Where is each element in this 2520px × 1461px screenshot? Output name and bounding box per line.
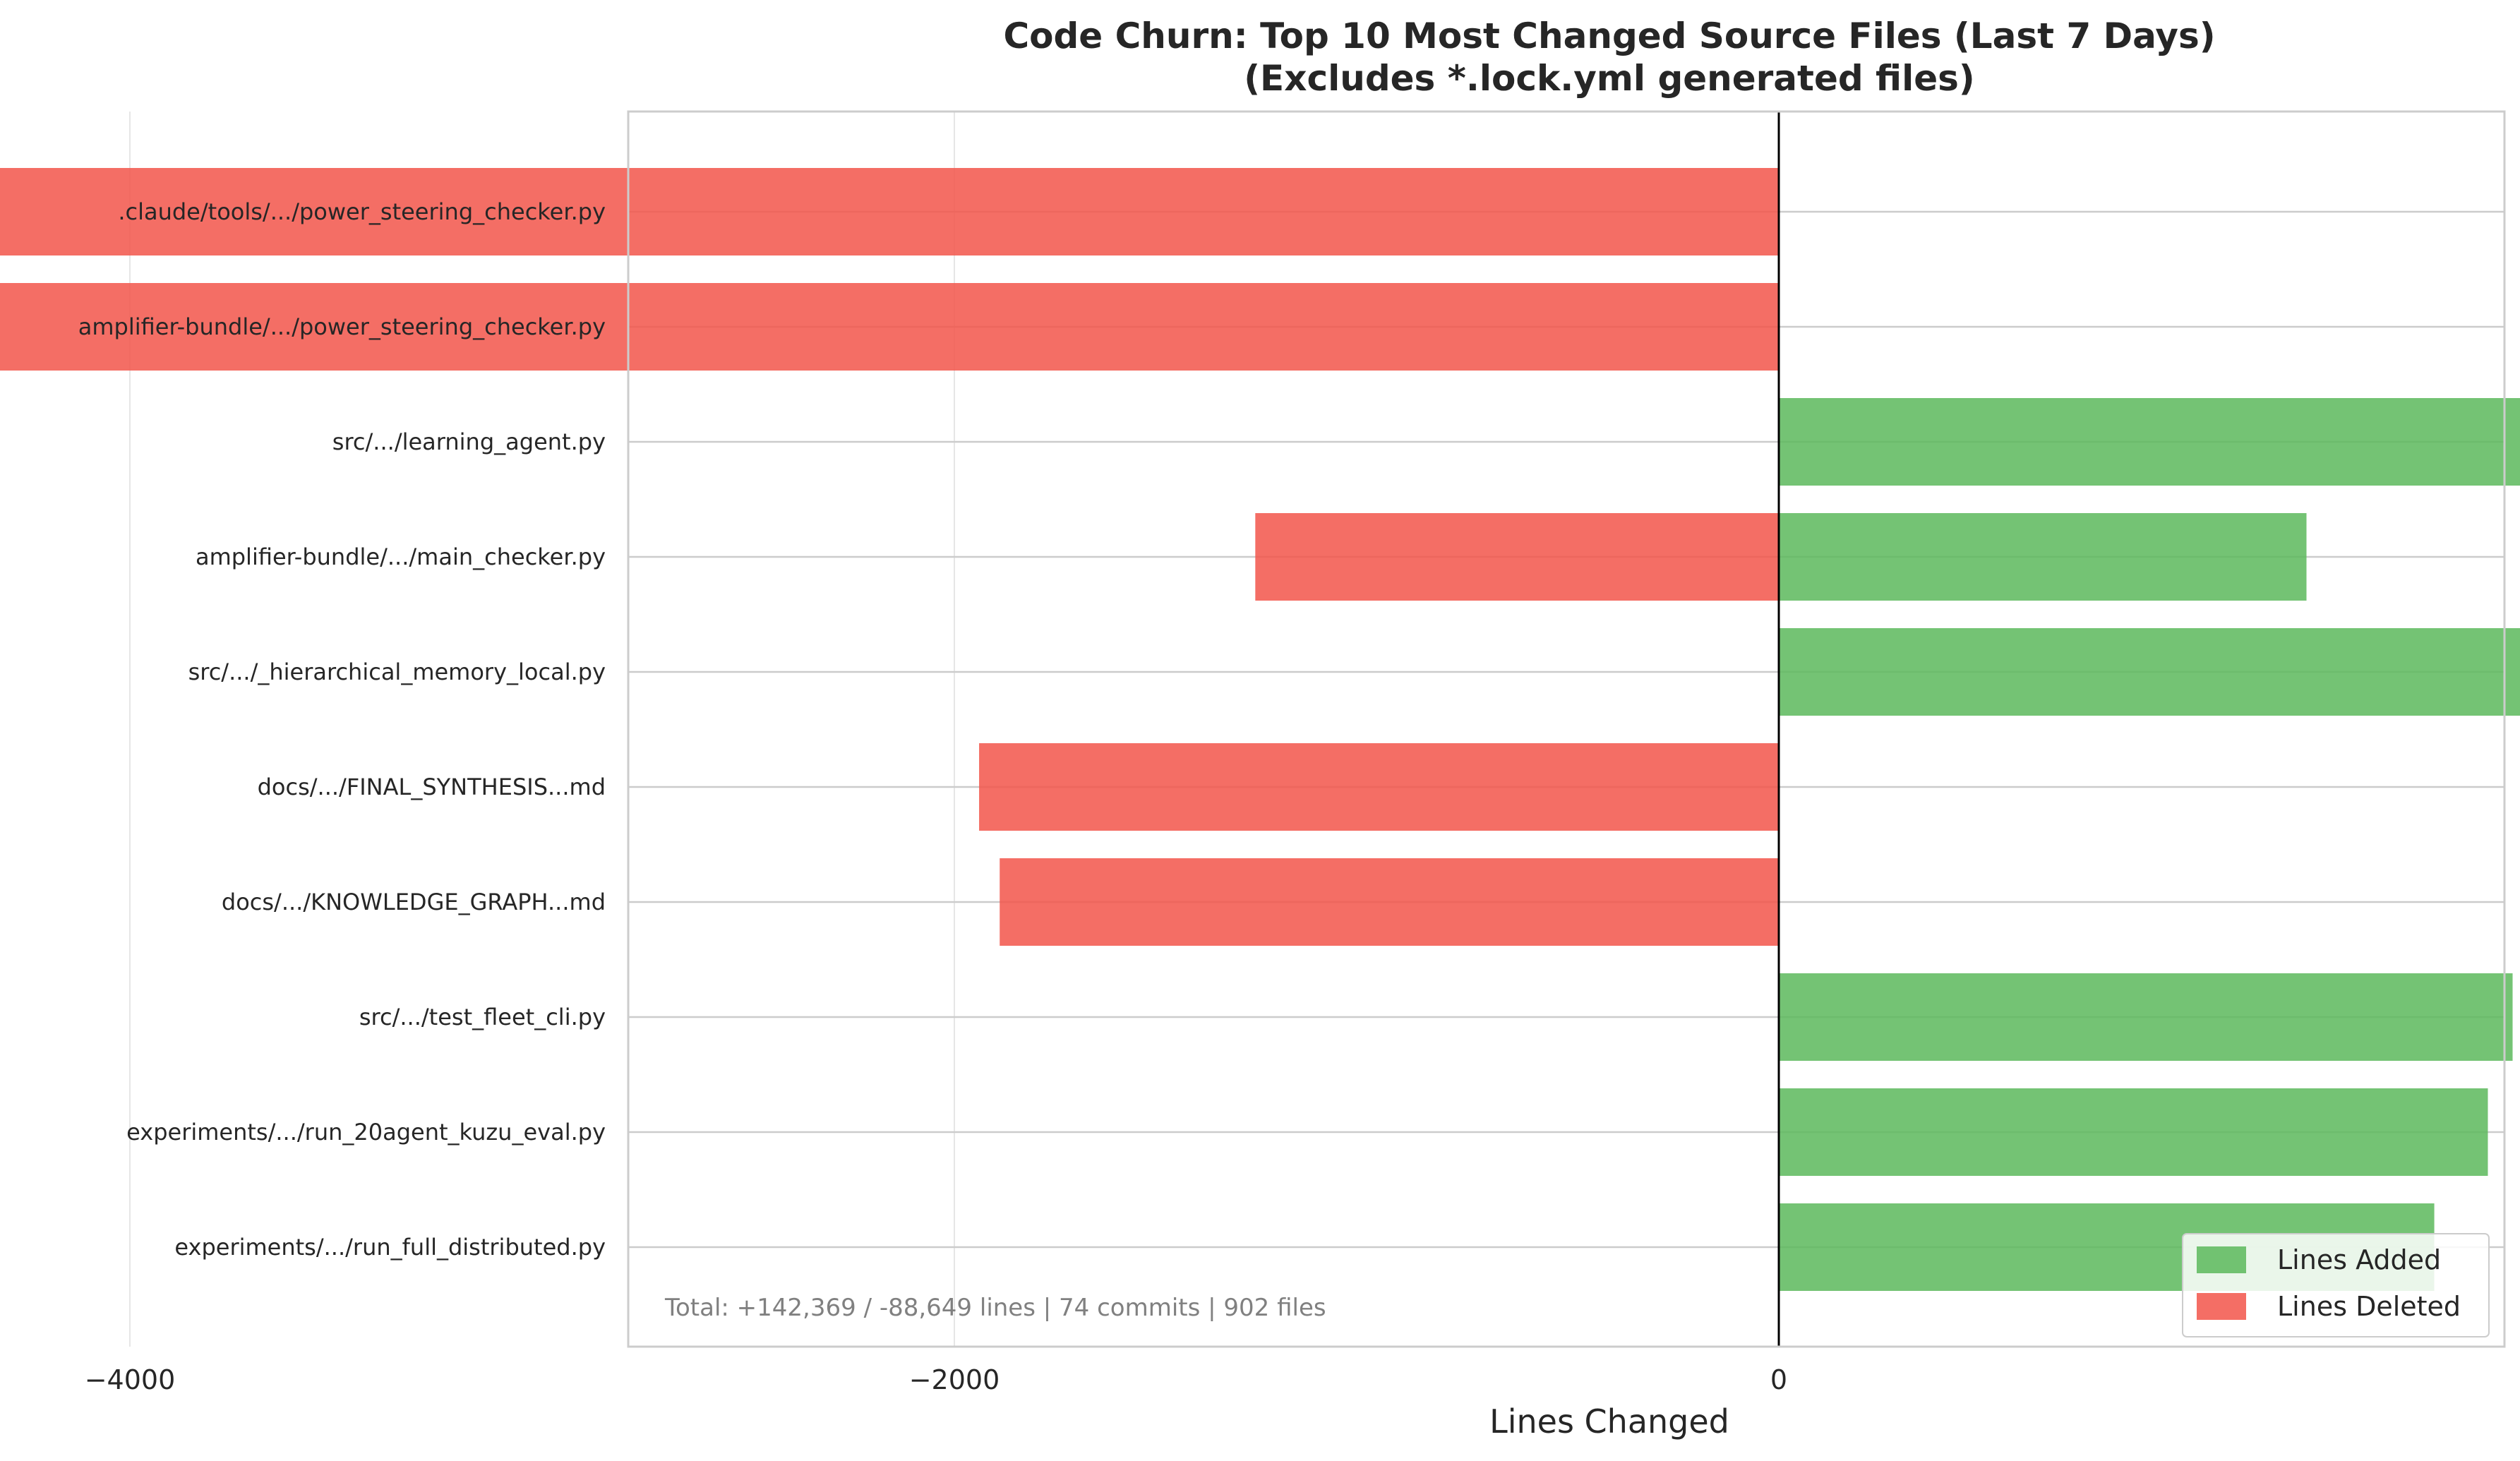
- plot-border: [627, 110, 2506, 1348]
- y-tick-label: src/.../_hierarchical_memory_local.py: [188, 659, 606, 685]
- legend-frame: [2182, 1233, 2490, 1337]
- x-tick-label: 0: [1770, 1364, 1787, 1395]
- plot-frame: [627, 110, 2506, 1348]
- bar-lines-added: [1779, 513, 2307, 601]
- bar-lines-deleted: [0, 283, 1779, 371]
- bar-lines-deleted: [1000, 858, 1779, 946]
- x-tick-label: −4000: [85, 1364, 176, 1395]
- y-tick-label: docs/.../KNOWLEDGE_GRAPH...md: [222, 889, 606, 915]
- totals-annotation: Total: +142,369 / -88,649 lines | 74 com…: [664, 1294, 1326, 1322]
- bar-lines-added: [1779, 973, 2513, 1061]
- chart-subtitle: (Excludes *.lock.yml generated files): [1244, 58, 1975, 99]
- legend-label-deleted: Lines Deleted: [2277, 1291, 2461, 1322]
- legend-swatch-added: [2197, 1246, 2246, 1273]
- bar-lines-added: [1779, 1088, 2488, 1176]
- x-tick-label: −2000: [909, 1364, 1000, 1395]
- y-tick-label: amplifier-bundle/.../power_steering_chec…: [78, 313, 606, 340]
- bars: [0, 168, 2520, 1291]
- y-tick-label: experiments/.../run_full_distributed.py: [174, 1234, 606, 1261]
- y-tick-label: docs/.../FINAL_SYNTHESIS...md: [258, 774, 606, 800]
- x-axis-label: Lines Changed: [1489, 1402, 1729, 1441]
- y-tick-label: experiments/.../run_20agent_kuzu_eval.py: [126, 1119, 606, 1146]
- y-tick-labels: .claude/tools/.../power_steering_checker…: [78, 198, 606, 1261]
- y-tick-label: src/.../test_fleet_cli.py: [359, 1004, 606, 1030]
- legend-label-added: Lines Added: [2277, 1244, 2441, 1275]
- bar-lines-added: [1779, 628, 2520, 716]
- bar-lines-deleted: [0, 168, 1780, 255]
- y-tick-label: amplifier-bundle/.../main_checker.py: [196, 543, 606, 570]
- chart-title: Code Churn: Top 10 Most Changed Source F…: [1003, 16, 2215, 56]
- legend-swatch-deleted: [2197, 1293, 2246, 1320]
- x-tick-labels: −4000−200002000: [85, 1364, 1787, 1395]
- legend: Lines Added Lines Deleted: [2182, 1233, 2490, 1337]
- bar-lines-deleted: [1255, 513, 1779, 601]
- bar-lines-added: [1779, 398, 2520, 486]
- bar-lines-deleted: [979, 743, 1779, 831]
- y-tick-label: .claude/tools/.../power_steering_checker…: [118, 198, 606, 225]
- y-tick-label: src/.../learning_agent.py: [332, 428, 606, 455]
